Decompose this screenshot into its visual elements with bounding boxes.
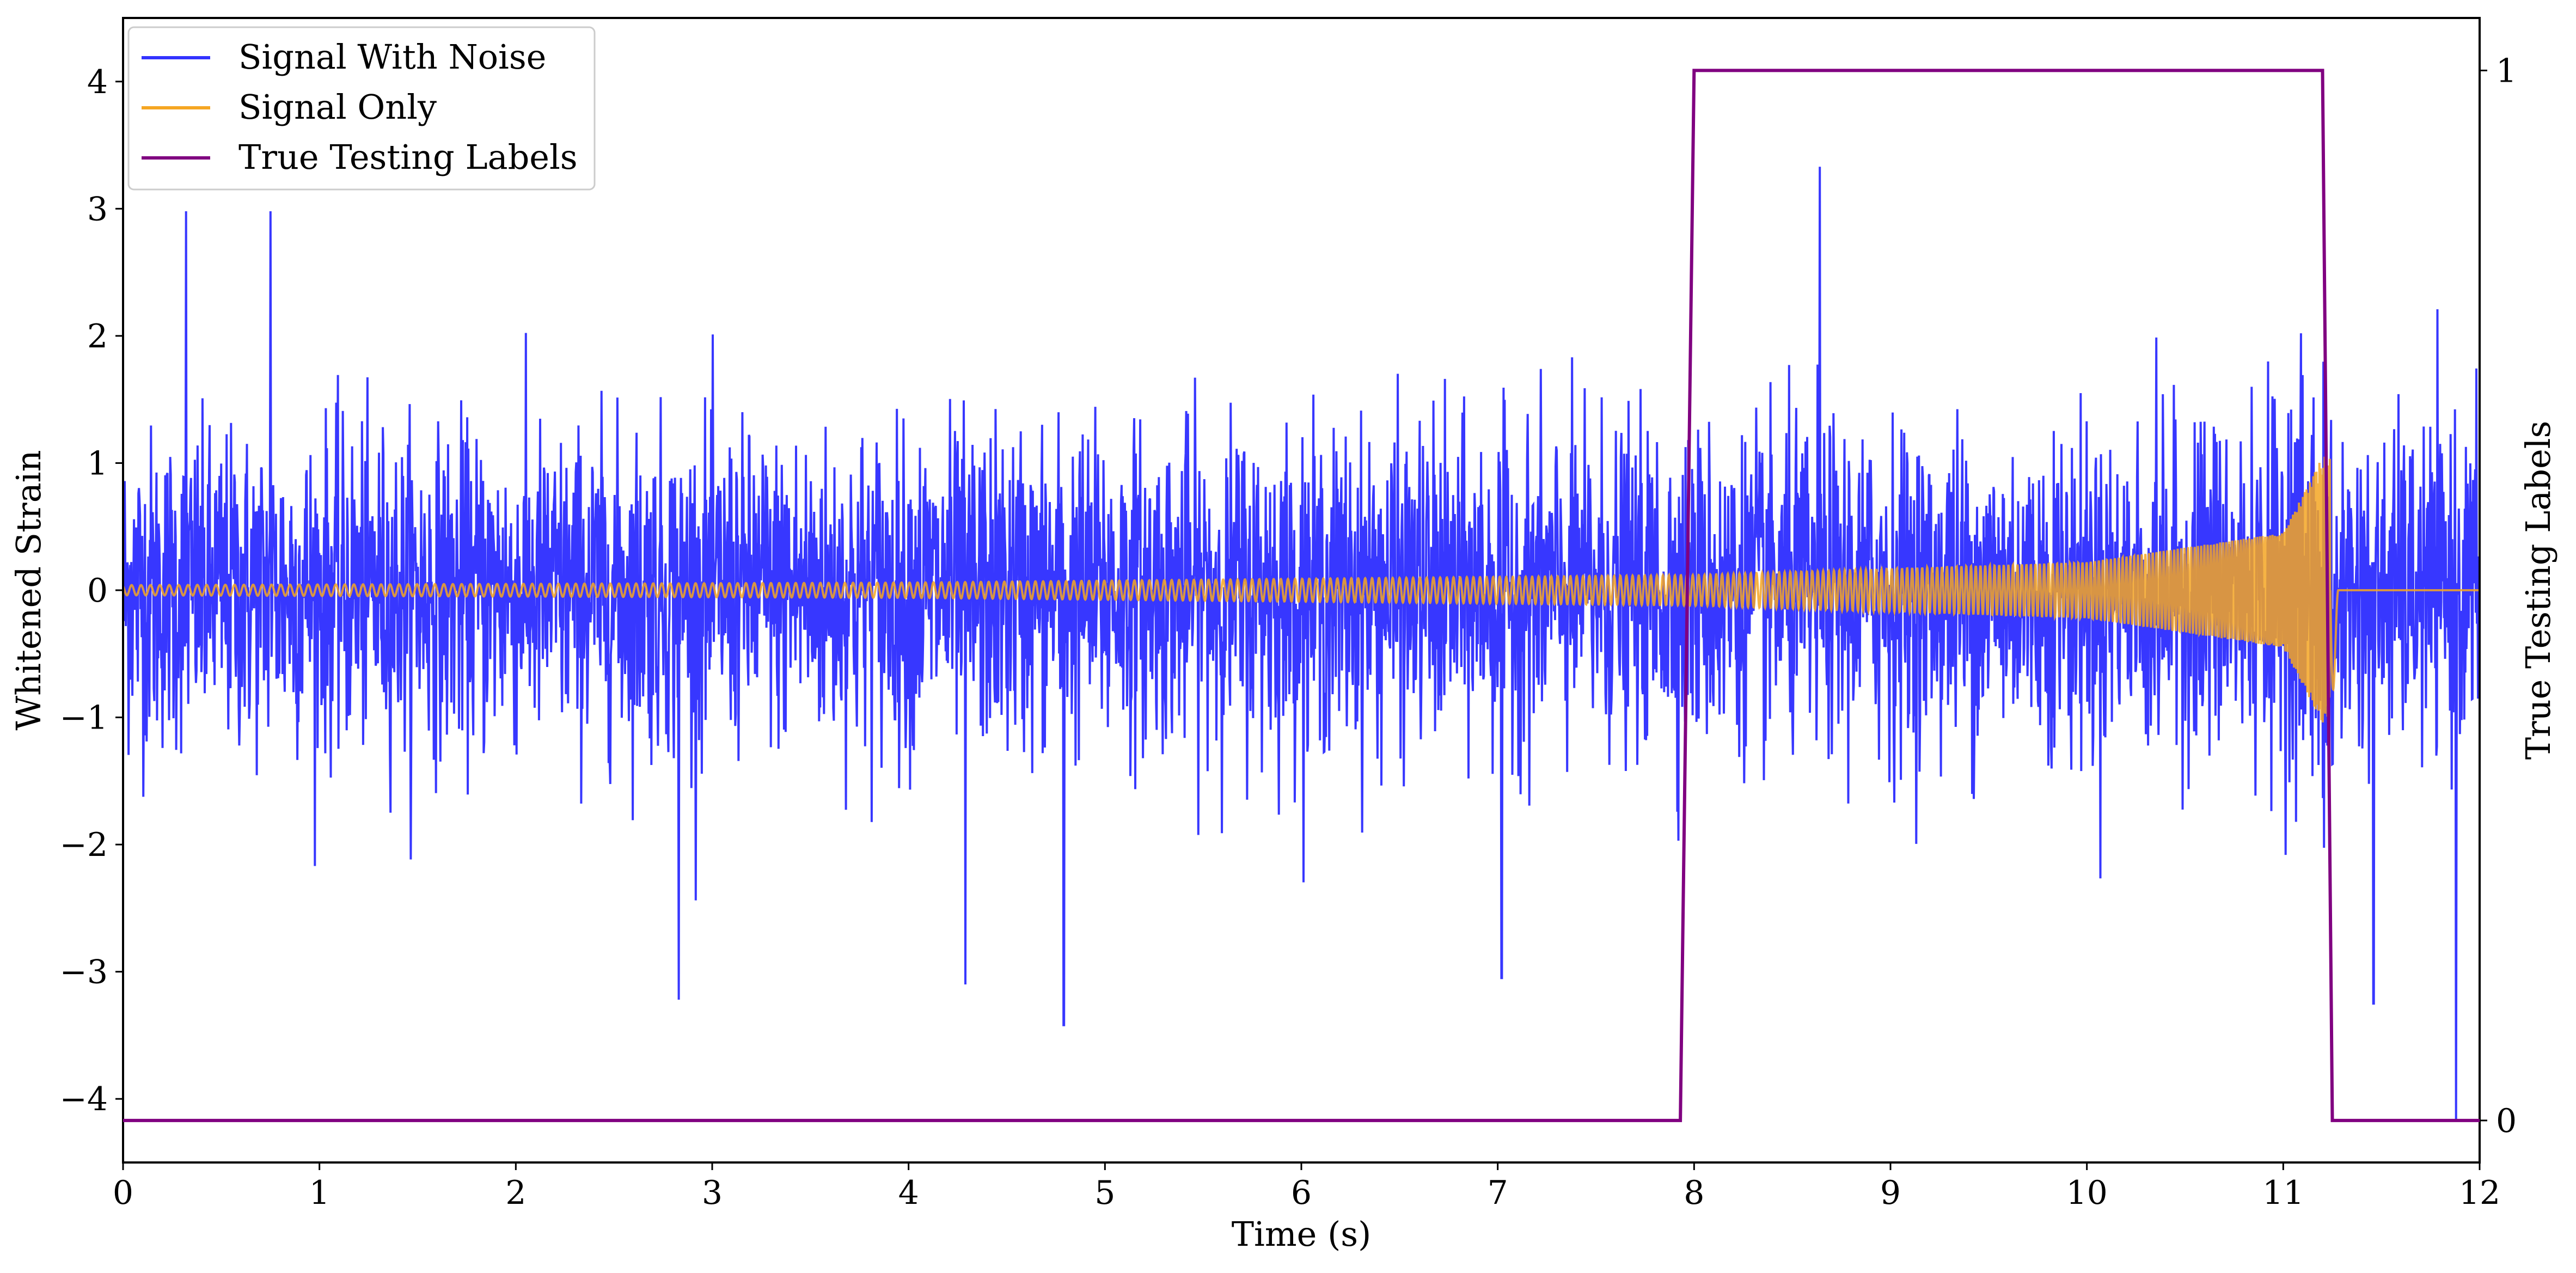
- legend-label-true-testing-labels: True Testing Labels: [238, 137, 578, 177]
- x-tick-label: 10: [2066, 1174, 2107, 1212]
- x-tick-label: 9: [1880, 1174, 1901, 1212]
- x-tick-label: 2: [505, 1174, 526, 1212]
- y-tick-label: −2: [60, 826, 108, 864]
- series-true-testing-labels: [123, 69, 2480, 1122]
- series-signal-only: [123, 456, 2480, 723]
- y-tick-label: −3: [60, 953, 108, 992]
- x-tick-label: 8: [1684, 1174, 1704, 1212]
- y-tick-label: 1: [87, 444, 108, 482]
- x-tick-label: 12: [2459, 1174, 2500, 1212]
- y2-tick-label: 1: [2496, 52, 2517, 90]
- y-tick-label: 3: [87, 190, 108, 228]
- x-tick-label: 11: [2262, 1174, 2304, 1212]
- y-tick-label: 2: [87, 317, 108, 356]
- x-tick-label: 4: [898, 1174, 919, 1212]
- x-tick-label: 0: [113, 1174, 133, 1212]
- x-axis-title: Time (s): [1232, 1214, 1372, 1254]
- y-tick-label: 4: [87, 63, 108, 101]
- y-tick-label: −4: [60, 1080, 108, 1118]
- y2-axis-title: True Testing Labels: [2518, 421, 2558, 760]
- series-signal-with-noise: [123, 167, 2480, 1122]
- legend-label-signal-with-noise: Signal With Noise: [238, 37, 546, 77]
- y2-tick-label: 0: [2496, 1102, 2517, 1140]
- series-layer: [123, 167, 2480, 1122]
- y-tick-label: 0: [87, 572, 108, 610]
- x-tick-label: 7: [1488, 1174, 1508, 1212]
- y-axis-title: Whitened Strain: [9, 450, 48, 731]
- y-tick-label: −1: [60, 699, 108, 737]
- x-tick-label: 3: [702, 1174, 723, 1212]
- legend: Signal With Noise Signal Only True Testi…: [127, 26, 596, 191]
- x-tick-label: 6: [1291, 1174, 1312, 1212]
- legend-label-signal-only: Signal Only: [238, 87, 437, 127]
- x-tick-label: 1: [309, 1174, 330, 1212]
- x-tick-label: 5: [1094, 1174, 1115, 1212]
- legend-box: [127, 26, 596, 191]
